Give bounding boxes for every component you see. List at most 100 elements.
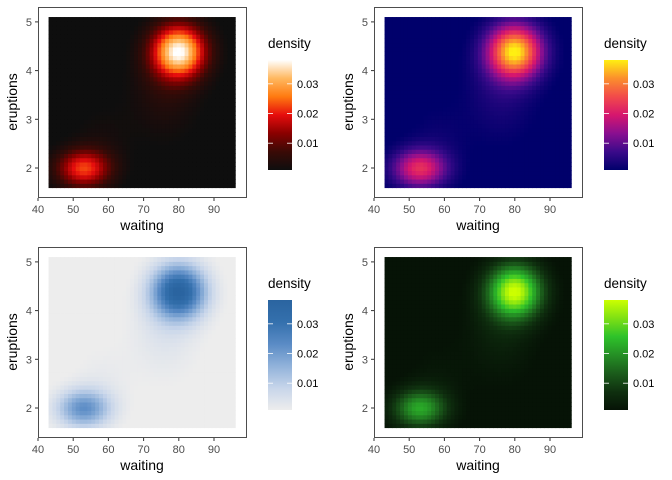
heatmap-cell (149, 42, 155, 48)
heatmap-cell (64, 76, 69, 82)
heatmap-cell (524, 34, 529, 39)
heatmap-cell (485, 102, 491, 108)
heatmap-cell (64, 149, 69, 154)
heatmap-cell (56, 329, 61, 335)
heatmap-cell (392, 68, 397, 74)
heatmap-cell (462, 93, 467, 99)
heatmap-cell (48, 149, 54, 154)
heatmap-cell (227, 132, 232, 137)
heatmap-cell (196, 93, 201, 99)
heatmap-cell (419, 25, 425, 31)
heatmap-cell (118, 380, 124, 386)
heatmap-cell (532, 17, 537, 22)
heatmap-cell (67, 38, 73, 44)
heatmap-cell (184, 144, 190, 150)
heatmap-cell (134, 414, 139, 420)
heatmap-cell (227, 63, 232, 69)
heatmap-cell (91, 149, 96, 154)
heatmap-cell (149, 346, 155, 352)
heatmap-cell (126, 257, 131, 262)
heatmap-cell (137, 110, 143, 116)
heatmap-cell (188, 34, 193, 39)
heatmap-cell (71, 329, 77, 335)
heatmap-cell (431, 34, 436, 39)
heatmap-cell (559, 59, 564, 65)
heatmap-cell (118, 132, 124, 137)
heatmap-cell (75, 170, 81, 176)
heatmap-cell (48, 38, 54, 44)
heatmap-cell (532, 68, 537, 74)
heatmap-cell (153, 410, 158, 416)
heatmap-cell (56, 337, 61, 343)
heatmap-cell (91, 342, 96, 348)
heatmap-cell (145, 34, 151, 39)
heatmap-cell (153, 42, 158, 48)
heatmap-cell (122, 312, 127, 318)
heatmap-cell (56, 149, 61, 154)
heatmap-cell (446, 123, 452, 129)
heatmap-cell (134, 110, 139, 116)
heatmap-cell (450, 80, 456, 86)
heatmap-cell (118, 38, 124, 44)
heatmap-cell (211, 21, 217, 27)
heatmap-cell (524, 178, 529, 184)
heatmap-cell (91, 367, 96, 373)
heatmap-cell (106, 325, 112, 331)
heatmap-cell (438, 183, 444, 189)
heatmap-cell (532, 178, 537, 184)
heatmap-cell (161, 76, 166, 82)
heatmap-cell (75, 21, 81, 27)
heatmap-cell (211, 29, 217, 35)
heatmap-cell (141, 110, 147, 116)
heatmap-cell (165, 119, 170, 125)
heatmap-cell (114, 102, 120, 108)
heatmap-cell (211, 153, 217, 159)
heatmap-cell (52, 320, 57, 326)
heatmap-cell (400, 127, 405, 133)
heatmap-cell (567, 46, 572, 52)
heatmap-cell (176, 178, 182, 184)
heatmap-cell (52, 34, 57, 39)
heatmap-cell (411, 170, 417, 176)
heatmap-cell (60, 299, 65, 305)
heatmap-cell (75, 89, 81, 95)
heatmap-cell (161, 85, 166, 91)
heatmap-cell (512, 170, 518, 176)
heatmap-cell (87, 102, 92, 108)
heatmap-cell (184, 76, 190, 82)
heatmap-cell (153, 89, 158, 95)
heatmap-cell (497, 51, 502, 56)
heatmap-cell (145, 89, 151, 95)
heatmap-cell (95, 21, 100, 27)
heatmap-cell (415, 76, 421, 82)
heatmap-cell (60, 102, 65, 108)
heatmap-cell (184, 59, 190, 65)
heatmap-cell (161, 144, 166, 150)
heatmap-cell (64, 63, 69, 69)
heatmap-cell (141, 63, 147, 69)
heatmap-cell (536, 123, 541, 129)
heatmap-cell (462, 132, 467, 137)
heatmap-cell (400, 68, 405, 74)
heatmap-cell (122, 393, 127, 399)
heatmap-cell (56, 308, 61, 314)
heatmap-cell (130, 308, 135, 314)
heatmap-cell (528, 157, 533, 163)
heatmap-cell (450, 127, 456, 133)
heatmap-cell (172, 183, 178, 189)
heatmap-cell (215, 144, 221, 150)
heatmap-cell (543, 123, 549, 129)
heatmap-cell (407, 178, 413, 184)
heatmap-cell (462, 157, 467, 163)
heatmap-cell (141, 106, 147, 112)
heatmap-cell (157, 97, 162, 103)
heatmap-cell (516, 153, 522, 159)
heatmap-cell (466, 144, 471, 150)
heatmap-cell (219, 46, 225, 52)
heatmap-cell (559, 85, 564, 91)
heatmap-cell (153, 406, 158, 412)
heatmap-cell (196, 149, 201, 154)
heatmap-cell (110, 380, 116, 386)
heatmap-cell (388, 93, 393, 99)
heatmap-cell (52, 380, 57, 386)
